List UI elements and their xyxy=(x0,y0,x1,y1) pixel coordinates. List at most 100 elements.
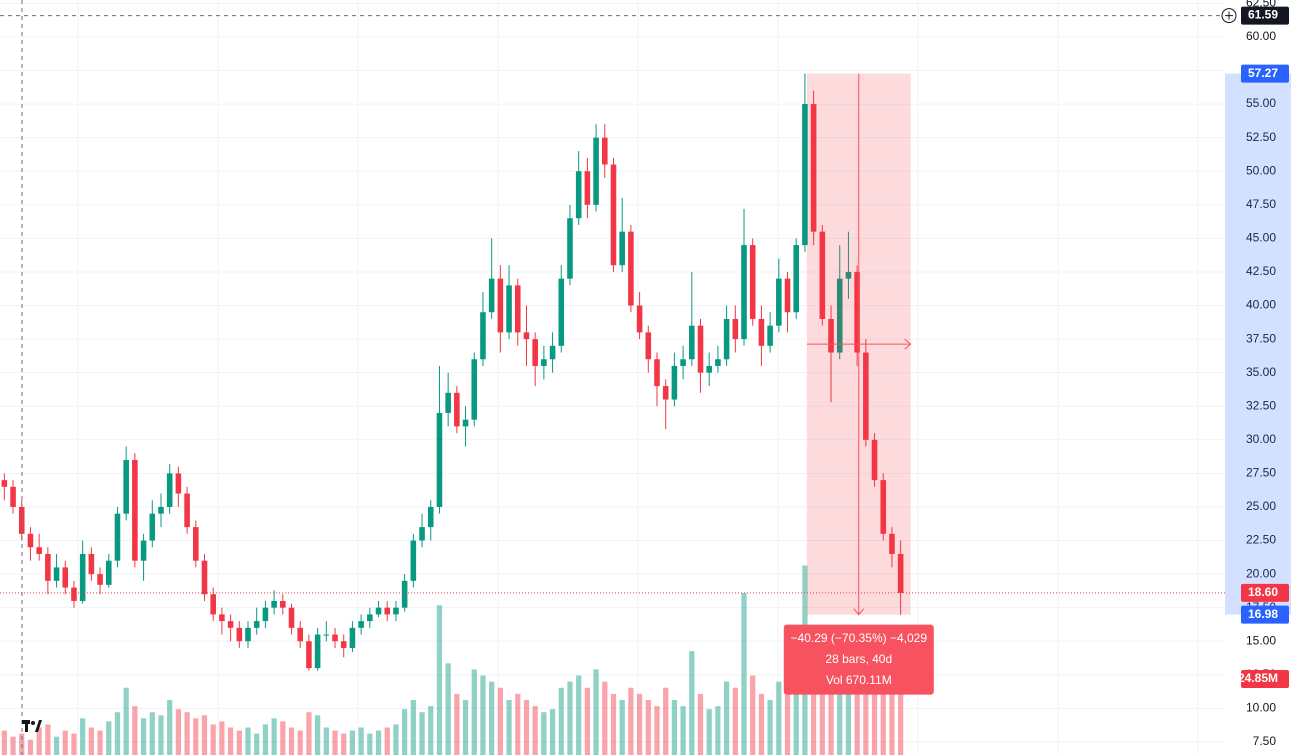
volume-bar xyxy=(393,724,399,755)
candle-body xyxy=(149,513,156,541)
candle-body xyxy=(523,332,530,340)
candle-body xyxy=(662,386,669,400)
candle-body xyxy=(210,594,216,615)
candle-body xyxy=(45,553,51,581)
volume-bar xyxy=(271,718,277,755)
candle-body xyxy=(375,607,382,615)
volume-bar xyxy=(689,651,695,755)
candle-body xyxy=(132,459,138,561)
price-tag xyxy=(1241,64,1289,83)
candle-body xyxy=(671,365,678,400)
volume-bar xyxy=(889,681,895,755)
volume-bar xyxy=(776,681,782,755)
volume-bar xyxy=(158,715,164,755)
volume-bar xyxy=(497,687,503,755)
y-tick-label: 30.00 xyxy=(1246,432,1276,446)
volume-bar xyxy=(219,721,225,755)
volume-bar xyxy=(53,736,60,755)
volume-bar xyxy=(402,709,408,755)
price-tag xyxy=(1241,6,1289,25)
candle-body xyxy=(741,245,747,340)
candle-body xyxy=(715,359,721,366)
y-tick-label: 60.00 xyxy=(1246,29,1276,43)
y-tick-label: 32.50 xyxy=(1246,398,1276,412)
price-tag xyxy=(1241,583,1289,602)
candle-body xyxy=(845,271,852,279)
volume-bar xyxy=(323,727,329,755)
y-tick-label: 7.50 xyxy=(1253,734,1277,748)
grid xyxy=(0,0,1225,755)
candle-body xyxy=(610,164,617,266)
price-axis: 7.5010.0012.5015.0017.5020.0022.5025.002… xyxy=(1221,0,1291,755)
candle-body xyxy=(105,560,112,585)
volume-bar xyxy=(201,715,208,755)
volume-bar xyxy=(184,712,190,755)
candle-body xyxy=(558,278,565,346)
price-tag-label: 57.27 xyxy=(1248,66,1278,80)
candle-body xyxy=(436,412,443,507)
volume-bar xyxy=(280,721,286,755)
volume-bar xyxy=(767,699,773,755)
volume-bar xyxy=(741,592,747,755)
volume-bar xyxy=(332,730,338,755)
volume-bar xyxy=(697,693,704,755)
candle-body xyxy=(410,540,417,581)
y-tick-label: 47.50 xyxy=(1246,197,1276,211)
volume-bar xyxy=(602,681,608,755)
volume-bar xyxy=(567,681,573,755)
axis-bg xyxy=(1225,0,1291,755)
volume-bar xyxy=(10,736,16,755)
candle-body xyxy=(462,419,469,427)
volume-bar xyxy=(863,663,869,755)
price-tag-label: 18.60 xyxy=(1248,585,1278,599)
volume-bar xyxy=(593,669,599,755)
volume-bar xyxy=(828,675,834,755)
candle-body xyxy=(854,271,860,353)
volume-bar xyxy=(367,733,373,755)
candle-body xyxy=(123,459,129,514)
candle-layer xyxy=(1,73,904,671)
price-tag xyxy=(1241,605,1289,624)
candle-body xyxy=(514,285,521,333)
candle-body xyxy=(819,231,826,319)
measure-text: 28 bars, 40d xyxy=(825,652,892,666)
volume-tag xyxy=(1241,670,1289,689)
candle-body xyxy=(776,278,782,326)
overlay-layer: −40.29 (−70.35%) −4,029 28 bars, 40d Vol 6… xyxy=(0,0,1225,755)
volume-bar xyxy=(584,687,590,755)
volume-bar xyxy=(750,675,756,755)
y-tick-label: 22.50 xyxy=(1246,533,1276,547)
candle-body xyxy=(680,359,686,366)
volume-bar xyxy=(724,681,730,755)
candle-body xyxy=(549,345,556,360)
volume-bar xyxy=(428,706,434,755)
candle-body xyxy=(140,540,147,561)
candle-body xyxy=(880,480,887,534)
measure-tooltip xyxy=(783,624,934,695)
candle-body xyxy=(784,278,791,313)
candle-body xyxy=(636,305,643,333)
candle-body xyxy=(567,218,573,279)
y-tick-label: 40.00 xyxy=(1246,298,1276,312)
volume-bar xyxy=(732,687,738,755)
candle-body xyxy=(401,580,408,608)
candle-body xyxy=(793,245,800,313)
candle-body xyxy=(628,231,634,306)
measure-arrowhead xyxy=(853,608,865,616)
volume-bar xyxy=(619,699,625,755)
y-tick-label: 10.00 xyxy=(1246,701,1276,715)
volume-bar xyxy=(523,699,530,755)
candle-body xyxy=(488,278,495,313)
candle-body xyxy=(349,627,356,648)
y-tick-label: 52.50 xyxy=(1246,130,1276,144)
measure-arrowhead xyxy=(904,338,912,350)
volume-bar xyxy=(306,712,312,755)
candle-body xyxy=(749,245,756,319)
volume-tag-label: 24.85M xyxy=(1238,671,1278,685)
candle-body xyxy=(280,600,286,608)
candle-body xyxy=(97,574,103,585)
candle-body xyxy=(758,318,765,346)
volume-bar xyxy=(167,699,173,755)
y-tick-label: 42.50 xyxy=(1246,264,1276,278)
volume-bar xyxy=(71,733,77,755)
